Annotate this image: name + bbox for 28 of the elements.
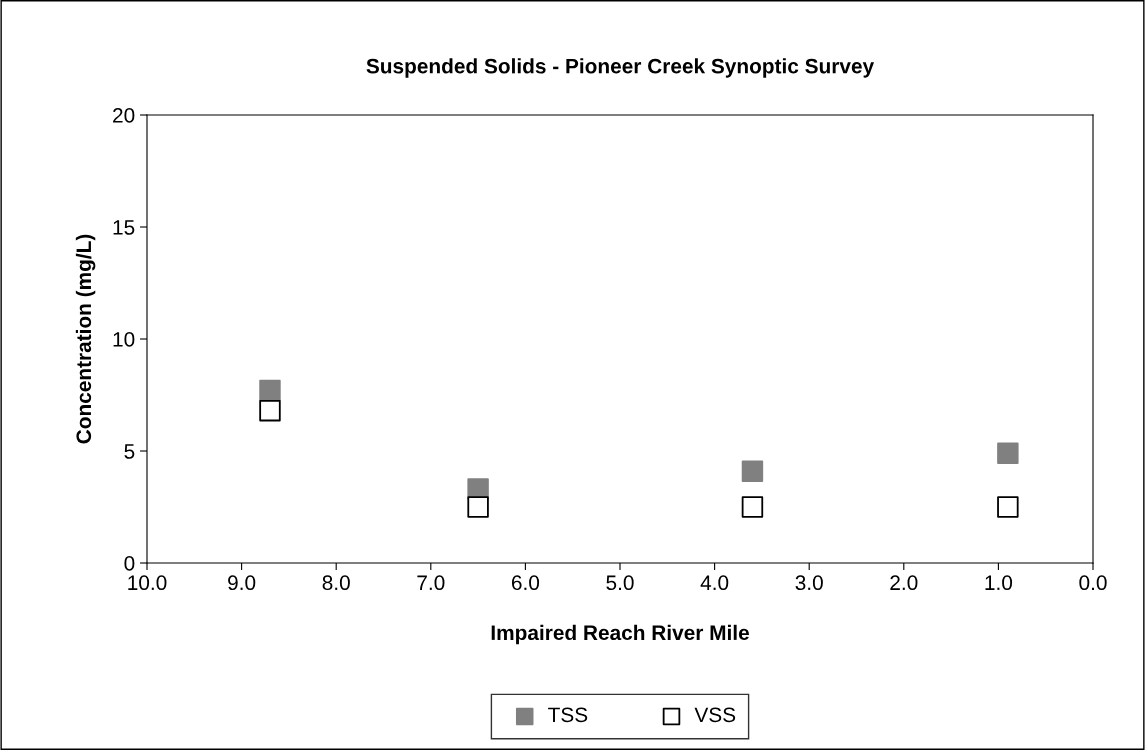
legend-label: VSS [694,707,736,723]
x-tick-label: 0.0 [1079,575,1107,591]
y-tick-label: 5 [124,444,135,459]
x-axis-title: Impaired Reach River Mile [491,624,749,645]
point [259,379,281,402]
x-tick-label: 2.0 [890,575,918,591]
y-tick-label: 20 [113,108,135,123]
x-tick-label: 7.0 [417,575,445,591]
chart-title: Suspended Solids - Pioneer Creek Synoptic Survey [366,58,875,78]
x-tick-label: 6.0 [511,575,540,591]
y-tick-label: 0 [124,556,135,571]
x-tick-label: 4.0 [700,575,729,591]
point [741,460,764,482]
y-tick-label: 10 [113,332,135,347]
point [997,496,1019,518]
x-tick-label: 8.0 [322,575,350,591]
x-tick-label: 3.0 [795,575,823,591]
point [259,399,281,422]
y-axis-title: Concentration (mg/L) [75,234,96,444]
x-tick-label: 9.0 [228,575,256,591]
point [741,496,764,518]
x-tick-label: 10.0 [128,575,167,591]
point [467,496,489,518]
y-tick-label: 15 [113,220,135,235]
point [997,442,1019,464]
x-tick-label: 1.0 [985,575,1013,591]
x-tick-label: 5.0 [606,575,634,591]
legend-label: TSS [548,707,588,723]
